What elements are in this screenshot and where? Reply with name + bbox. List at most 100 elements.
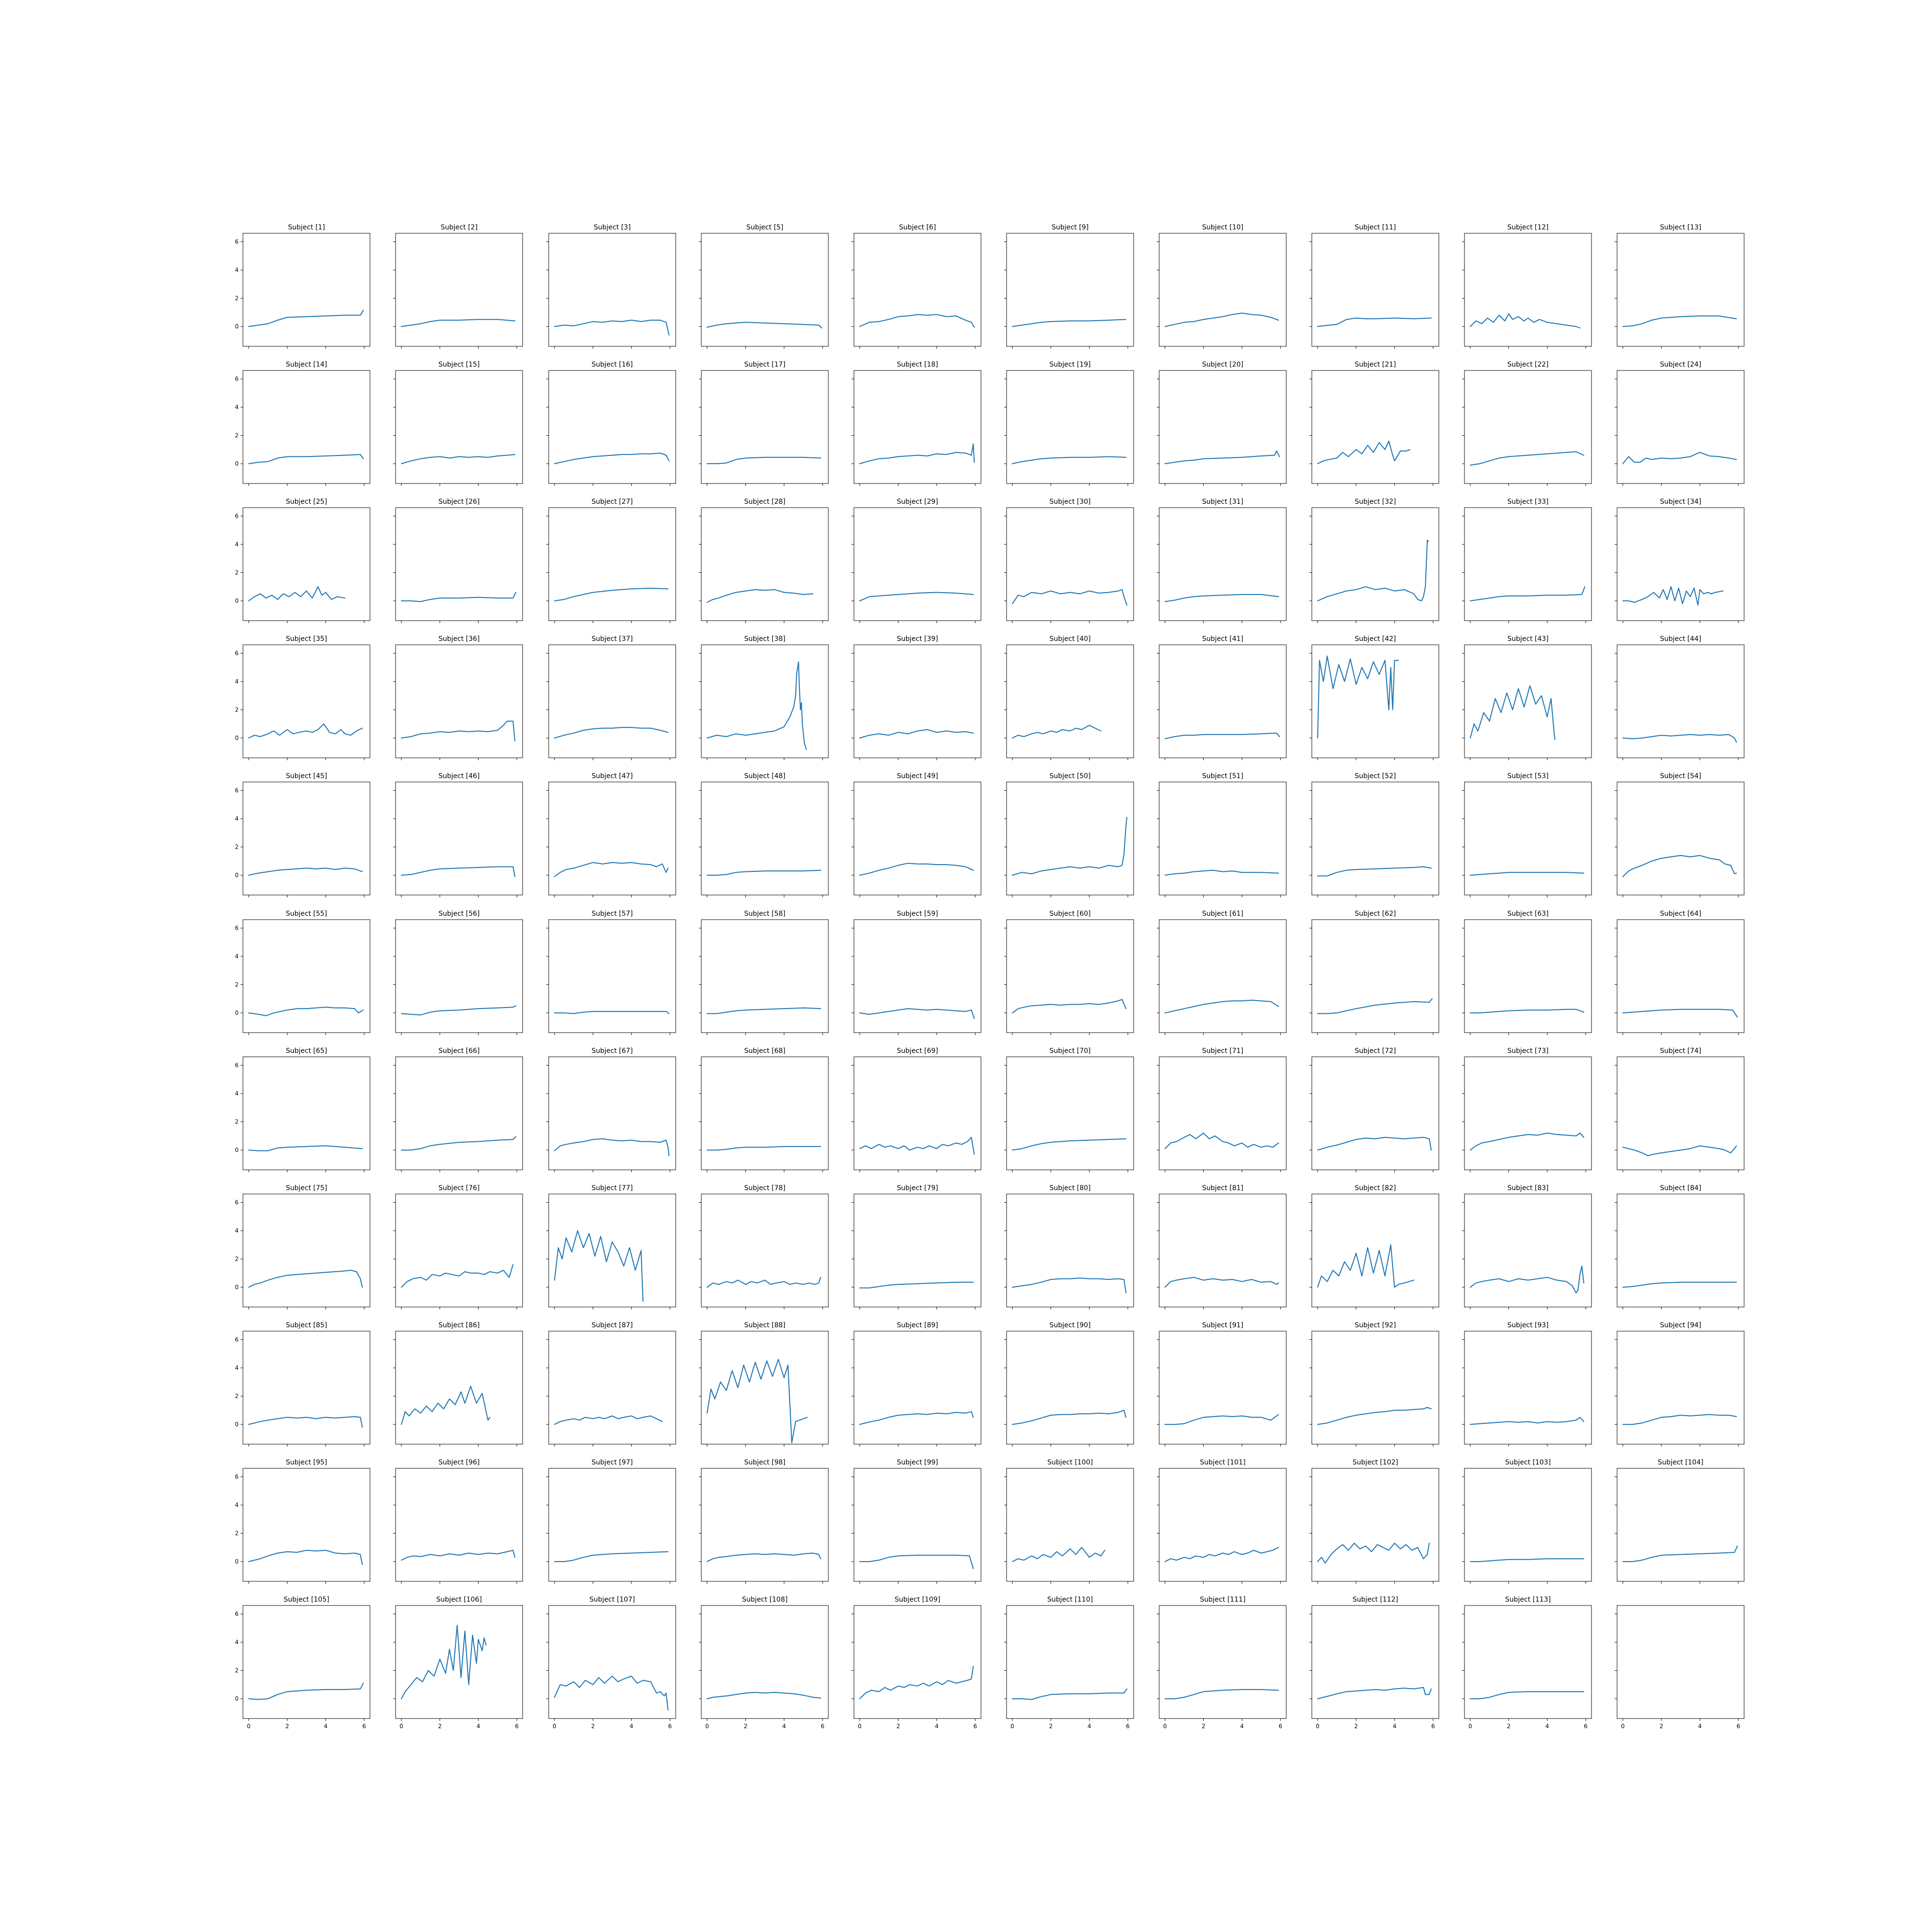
series-line bbox=[1012, 999, 1127, 1014]
axes-frame bbox=[853, 1056, 981, 1170]
subplot-title: Subject [29] bbox=[897, 498, 938, 506]
subplot-title: Subject [57] bbox=[592, 910, 633, 918]
x-tick-label: 4 bbox=[935, 1723, 939, 1730]
series-line bbox=[1470, 1009, 1585, 1014]
axes-frame bbox=[1006, 370, 1134, 484]
subplot-subject-89: Subject [89] bbox=[852, 1321, 981, 1447]
y-tick-label: 6 bbox=[235, 376, 239, 383]
series-line bbox=[401, 1005, 517, 1016]
subplot-subject-92: Subject [92] bbox=[1309, 1321, 1439, 1447]
x-tick-label: 6 bbox=[1126, 1723, 1130, 1730]
series-line bbox=[401, 1264, 514, 1288]
series-line bbox=[554, 1676, 669, 1711]
subplot-title: Subject [73] bbox=[1507, 1047, 1549, 1055]
series-line bbox=[248, 586, 346, 601]
y-tick-label: 4 bbox=[235, 1364, 239, 1371]
axes-frame bbox=[548, 919, 676, 1033]
axes-frame bbox=[1464, 1468, 1592, 1582]
subplot-title: Subject [36] bbox=[439, 635, 480, 643]
axes-frame bbox=[701, 507, 829, 621]
series-line bbox=[1012, 456, 1127, 464]
axes-frame bbox=[1006, 919, 1134, 1033]
subplot-title: Subject [51] bbox=[1202, 772, 1244, 780]
axes-frame bbox=[242, 644, 370, 758]
subplot-title: Subject [109] bbox=[895, 1596, 940, 1604]
x-tick-label: 0 bbox=[1468, 1723, 1472, 1730]
subplot-subject-42: Subject [42] bbox=[1309, 635, 1439, 760]
subplot-subject-112: 0 2 4 6 Subject [112] bbox=[1309, 1596, 1439, 1730]
axes-frame bbox=[395, 233, 523, 347]
subplot-title: Subject [97] bbox=[592, 1459, 633, 1466]
y-tick-label: 6 bbox=[235, 925, 239, 932]
series-line bbox=[1317, 866, 1432, 877]
subplot-title: Subject [95] bbox=[286, 1459, 327, 1466]
series-line bbox=[1317, 1687, 1432, 1700]
axes-frame bbox=[548, 644, 676, 758]
subplot-title: Subject [108] bbox=[742, 1596, 787, 1604]
subplot-subject-66: Subject [66] bbox=[393, 1047, 523, 1172]
subplot-title: Subject [71] bbox=[1202, 1047, 1244, 1055]
axes-frame bbox=[395, 1605, 523, 1719]
axes-frame bbox=[1617, 781, 1745, 895]
subplot-title: Subject [28] bbox=[744, 498, 786, 506]
subplot-title: Subject [38] bbox=[744, 635, 786, 643]
series-line bbox=[248, 1269, 363, 1288]
axes-frame bbox=[242, 370, 370, 484]
axes-frame bbox=[1311, 1193, 1439, 1307]
axes-frame bbox=[1006, 781, 1134, 895]
subplot-subject-51: Subject [51] bbox=[1157, 772, 1287, 897]
axes-frame bbox=[1464, 1605, 1592, 1719]
series-line bbox=[1470, 685, 1556, 740]
subplot-subject-63: Subject [63] bbox=[1462, 910, 1592, 1035]
subplot-title: Subject [81] bbox=[1202, 1184, 1244, 1192]
subplot-subject-43: Subject [43] bbox=[1462, 635, 1592, 760]
subplot-title: Subject [80] bbox=[1050, 1184, 1091, 1192]
axes-frame bbox=[548, 233, 676, 347]
series-line bbox=[1622, 1414, 1737, 1425]
subplot-title: Subject [48] bbox=[744, 772, 786, 780]
axes-frame bbox=[853, 370, 981, 484]
subplot-title: Subject [101] bbox=[1200, 1459, 1245, 1466]
x-tick-label: 4 bbox=[1240, 1723, 1244, 1730]
y-tick-label: 0 bbox=[235, 1421, 239, 1428]
subplot-subject-12: Subject [12] bbox=[1462, 224, 1592, 349]
axes-frame bbox=[395, 644, 523, 758]
axes-frame bbox=[548, 507, 676, 621]
axes-frame bbox=[1464, 370, 1592, 484]
subplot-title: Subject [63] bbox=[1507, 910, 1549, 918]
axes-frame bbox=[1311, 644, 1439, 758]
subplot-subject-1: 0 2 4 6 Subject [1] bbox=[235, 224, 370, 349]
axes-frame bbox=[1464, 1331, 1592, 1445]
series-line bbox=[248, 723, 363, 739]
subplot-subject-15: Subject [15] bbox=[393, 361, 523, 486]
subplot-title: Subject [41] bbox=[1202, 635, 1244, 643]
axes-frame bbox=[1464, 919, 1592, 1033]
y-tick-label: 6 bbox=[235, 1336, 239, 1343]
subplot-subject-110: 0 2 4 6 Subject [110] bbox=[1004, 1596, 1134, 1730]
x-tick-label: 6 bbox=[362, 1723, 366, 1730]
series-line bbox=[1470, 1265, 1585, 1293]
axes-frame bbox=[1159, 1331, 1287, 1445]
series-line bbox=[859, 443, 975, 464]
axes-frame bbox=[1464, 1193, 1592, 1307]
subplot-subject-104: Subject [104] bbox=[1615, 1459, 1745, 1584]
series-line bbox=[401, 1386, 491, 1425]
x-tick-label: 2 bbox=[1660, 1723, 1663, 1730]
subplot-subject-78: Subject [78] bbox=[699, 1184, 829, 1309]
subplot-title: Subject [53] bbox=[1507, 772, 1549, 780]
x-tick-label: 6 bbox=[973, 1723, 977, 1730]
y-tick-label: 2 bbox=[235, 844, 239, 851]
y-tick-label: 0 bbox=[235, 735, 239, 741]
series-line bbox=[707, 322, 823, 328]
axes-frame bbox=[1617, 644, 1745, 758]
subplot-subject-76: Subject [76] bbox=[393, 1184, 523, 1309]
subplot-subject-26: Subject [26] bbox=[393, 498, 523, 623]
axes-frame bbox=[1159, 644, 1287, 758]
x-tick-label: 2 bbox=[438, 1723, 442, 1730]
series-line bbox=[1470, 872, 1585, 876]
subplot-subject-28: Subject [28] bbox=[699, 498, 829, 623]
series-line bbox=[1165, 450, 1280, 464]
axes-frame bbox=[548, 1193, 676, 1307]
axes-frame bbox=[242, 1193, 370, 1307]
y-tick-label: 2 bbox=[235, 1667, 239, 1674]
